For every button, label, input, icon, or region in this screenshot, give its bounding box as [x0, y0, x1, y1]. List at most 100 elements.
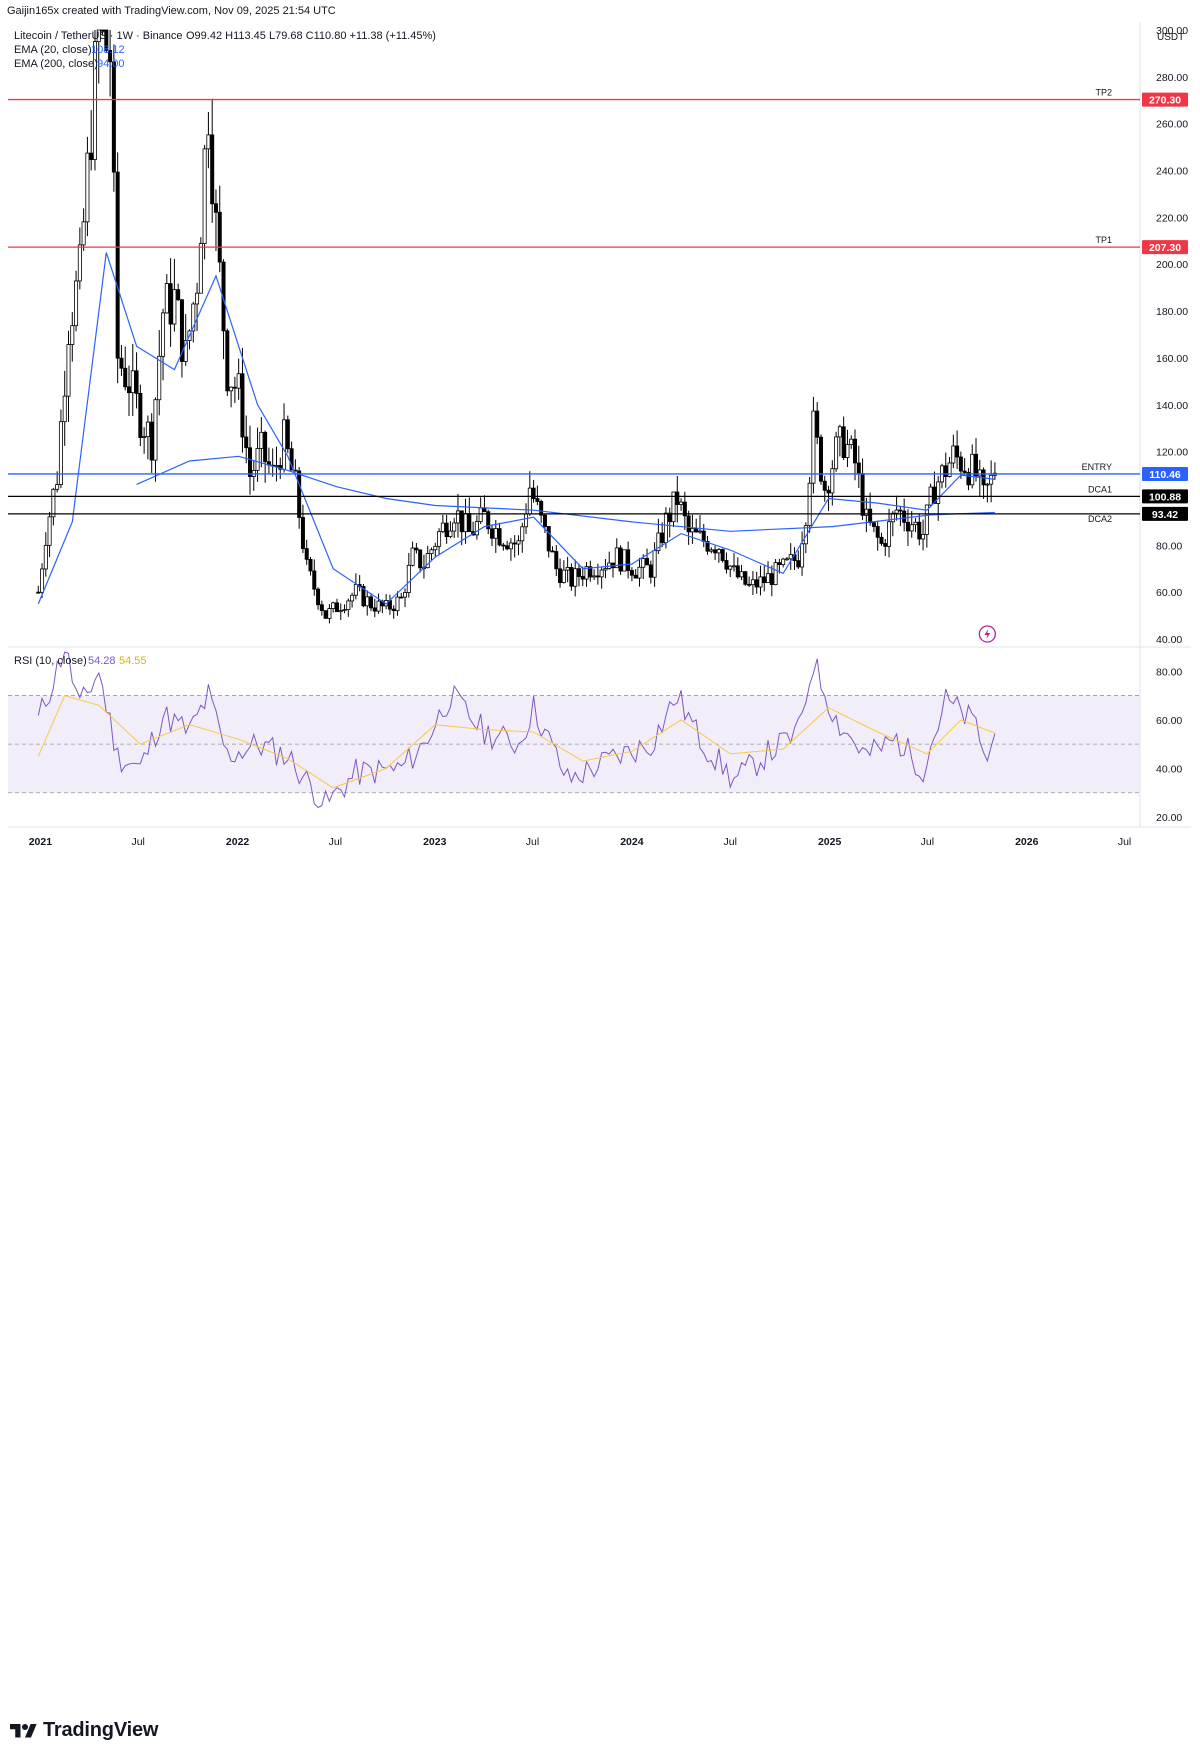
candle-body: [800, 543, 805, 568]
candle-body: [830, 468, 835, 494]
candle-body: [202, 148, 207, 244]
ema20-line: [37, 252, 995, 605]
candle-body: [732, 565, 737, 568]
candle-body: [508, 542, 513, 550]
candle-body: [365, 596, 370, 607]
candle-body: [675, 491, 680, 505]
candle-body: [576, 568, 581, 577]
candle-body: [119, 357, 124, 369]
candle-body: [179, 299, 184, 362]
candle-body: [845, 444, 850, 458]
candle-body: [168, 283, 173, 325]
candle-body: [36, 591, 41, 594]
price-pane-bg[interactable]: [8, 22, 1140, 647]
candle-body: [716, 549, 721, 554]
ema200-line: [136, 455, 995, 532]
candle-body: [490, 528, 495, 539]
candle-body: [217, 211, 222, 263]
candle-body: [410, 547, 415, 566]
rsi-pane-bg[interactable]: [8, 647, 1140, 827]
candle-body: [871, 522, 876, 527]
candle-body: [433, 545, 438, 551]
candle-body: [546, 526, 551, 552]
chart-frame[interactable]: 300.00 280.00 260.00 240.00 220.00 200.00 180.…: [8, 22, 1200, 852]
candle-body: [51, 488, 56, 518]
candle-body: [452, 522, 457, 532]
price-tick-label: 160.00: [1156, 353, 1188, 365]
candle-body: [705, 541, 710, 552]
candle-body: [682, 501, 687, 517]
candle-body: [743, 571, 748, 585]
candle-body: [690, 528, 695, 533]
candle-body: [85, 152, 90, 223]
candle-body: [599, 569, 604, 578]
candle-body: [236, 373, 241, 389]
candle-body: [327, 608, 332, 619]
candle-body: [66, 344, 71, 397]
price-pane: [8, 22, 1140, 647]
candle-body: [369, 596, 374, 609]
candle-body: [115, 171, 120, 359]
candle-body: [77, 244, 82, 282]
time-tick-label: Jul: [329, 836, 342, 848]
candle-body: [176, 289, 181, 301]
candle-body: [856, 462, 861, 475]
level-price-tag: [1142, 466, 1188, 481]
candle-body: [694, 528, 699, 533]
candle-body: [482, 507, 487, 513]
candle-body: [213, 203, 218, 213]
candle-body: [58, 421, 63, 485]
chart-svg[interactable]: 300.00 280.00 260.00 240.00 220.00 200.00 180.…: [8, 22, 1200, 852]
candle-body: [145, 421, 150, 437]
price-tick-label: 220.00: [1156, 212, 1188, 224]
candle-body: [493, 528, 498, 539]
lightning-marker-icon[interactable]: [978, 625, 997, 643]
candle-body: [505, 545, 510, 550]
candle-body: [206, 134, 211, 150]
time-tick-label: 2026: [1015, 836, 1039, 848]
rsi-legend-ma-value: 54.55: [119, 655, 147, 667]
candle-body: [134, 370, 139, 394]
candle-body: [248, 447, 253, 477]
candle-body: [592, 575, 597, 578]
tradingview-logo[interactable]: TradingView: [10, 1716, 158, 1744]
candle-body: [932, 486, 937, 504]
candle-body: [81, 221, 86, 246]
candle-body: [879, 536, 884, 544]
candle-body: [701, 530, 706, 542]
candle-body: [425, 553, 430, 569]
candle-body: [985, 483, 990, 486]
level-price-tag: [1142, 240, 1188, 255]
candle-body: [633, 574, 638, 579]
candle-body: [652, 550, 657, 578]
candle-body: [524, 513, 529, 528]
candle-body: [123, 367, 128, 388]
candle-body: [781, 558, 786, 566]
candle-body: [977, 469, 982, 477]
candle-body: [883, 543, 888, 547]
candle-body: [474, 521, 479, 536]
candle-body: [921, 534, 926, 540]
legend-ema20-label: EMA (20, close): [14, 44, 92, 56]
time-tick-label: Jul: [921, 836, 934, 848]
time-tick-label: 2025: [818, 836, 842, 848]
candle-body: [297, 470, 302, 518]
candle-body: [936, 481, 941, 504]
candle-body: [603, 568, 608, 571]
candle-body: [841, 426, 846, 458]
tradingview-logo-text: TradingView: [43, 1718, 159, 1741]
level-price-tag: [1142, 489, 1188, 504]
footer: TradingView: [0, 852, 1200, 1741]
candle-body: [92, 41, 97, 160]
candle-body: [467, 513, 472, 533]
candle-body: [395, 596, 400, 612]
candle-body: [663, 512, 668, 544]
time-tick-label: 2022: [226, 836, 250, 848]
candle-body: [989, 474, 994, 485]
candle-body: [406, 564, 411, 593]
candle-body: [183, 340, 188, 362]
candle-body: [648, 564, 653, 578]
candle-body: [622, 549, 627, 572]
candle-body: [667, 512, 672, 523]
time-tick-label: 2024: [620, 836, 644, 848]
